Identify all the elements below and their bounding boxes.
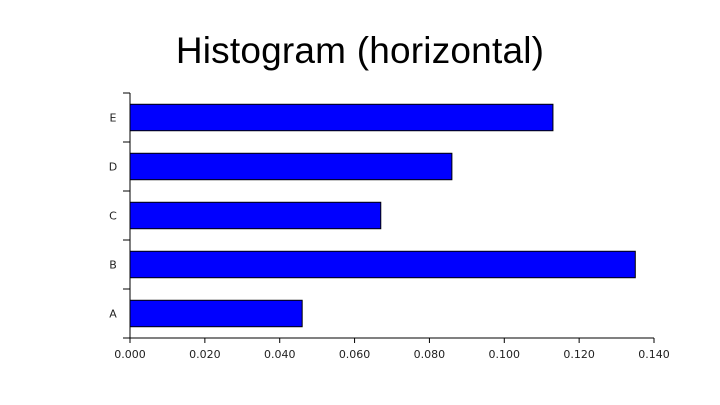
bars-group — [129, 103, 636, 328]
bar-a — [129, 299, 303, 328]
x-tick-label: 0.120 — [563, 348, 595, 361]
y-tick-label-e: E — [110, 112, 117, 125]
y-tick-label-d: D — [109, 161, 117, 174]
x-tick-label: 0.140 — [638, 348, 670, 361]
bar-b — [129, 250, 636, 279]
y-tick-label-c: C — [109, 210, 117, 223]
bar-e — [129, 103, 554, 132]
x-tick-label: 0.100 — [489, 348, 521, 361]
y-tick-label-b: B — [109, 259, 117, 272]
bar-d — [129, 152, 453, 181]
x-tick-label: 0.000 — [114, 348, 146, 361]
y-tick-label-a: A — [109, 308, 117, 321]
bar-c — [129, 201, 382, 230]
slide-title: Histogram (horizontal) — [175, 30, 545, 71]
x-ticks-group: 0.000 0.020 0.040 0.060 0.080 0.100 0.120 0.140 — [114, 338, 670, 361]
x-tick-label: 0.080 — [414, 348, 446, 361]
x-tick-label: 0.040 — [264, 348, 296, 361]
y-ticks-group: A B C D E — [109, 92, 130, 339]
x-tick-label: 0.060 — [339, 348, 371, 361]
x-tick-label: 0.020 — [189, 348, 221, 361]
